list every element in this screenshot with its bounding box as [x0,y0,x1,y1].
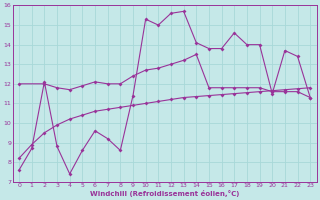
X-axis label: Windchill (Refroidissement éolien,°C): Windchill (Refroidissement éolien,°C) [90,190,239,197]
